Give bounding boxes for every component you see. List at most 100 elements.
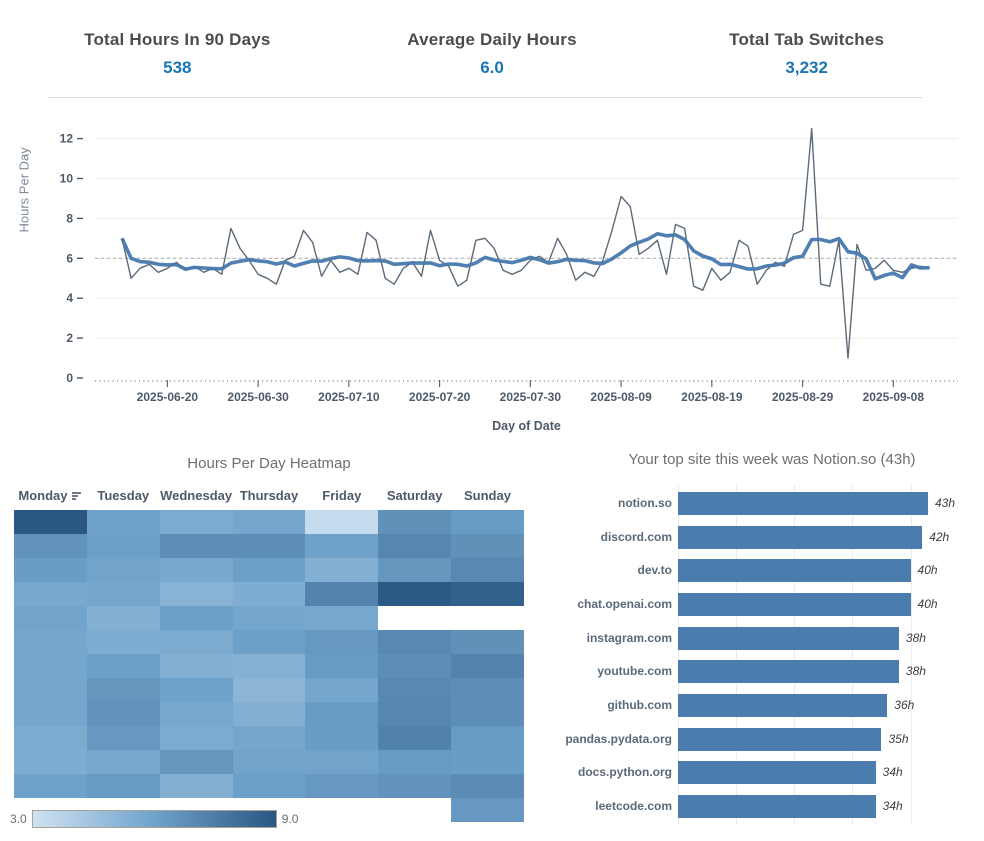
line-chart-plot[interactable]: 0 2 4 6 8 10 12 2025-06-20 2025-06-30 2025-07-10 2… [0,105,984,440]
heatmap-cell[interactable] [305,654,379,678]
moving-average-line[interactable] [120,232,930,281]
heatmap-cell[interactable] [305,678,379,702]
heatmap-cell[interactable] [14,582,87,606]
heatmap-column-header-friday[interactable]: Friday [305,488,378,503]
bar[interactable] [678,525,923,549]
bar[interactable] [678,761,876,785]
heatmap-cell[interactable] [378,702,452,726]
heatmap-cell[interactable] [305,726,379,750]
heatmap-cell[interactable] [232,582,306,606]
heatmap-cell[interactable] [86,702,160,726]
heatmap-cell[interactable] [305,702,379,726]
bar[interactable] [678,559,911,583]
heatmap-cell[interactable] [451,582,524,606]
heatmap-cell[interactable] [159,630,233,654]
bar[interactable] [678,693,888,717]
bar[interactable] [678,592,911,616]
heatmap-cell[interactable] [378,750,452,774]
heatmap-cell[interactable] [378,654,452,678]
heatmap-cell[interactable] [159,558,233,582]
heatmap-cell[interactable] [159,510,233,534]
heatmap-cell[interactable] [86,774,160,798]
heatmap-cell[interactable] [14,774,87,798]
heatmap-cell[interactable] [14,750,87,774]
heatmap-cell[interactable] [305,750,379,774]
heatmap-cell[interactable] [86,678,160,702]
heatmap-cell[interactable] [86,726,160,750]
heatmap-cell[interactable] [232,726,306,750]
heatmap-column-header-saturday[interactable]: Saturday [378,488,451,503]
bar[interactable] [678,626,899,650]
heatmap-cell[interactable] [14,534,87,558]
heatmap-cell[interactable] [378,726,452,750]
heatmap-cell[interactable] [305,630,379,654]
heatmap-cell[interactable] [159,702,233,726]
heatmap-cell[interactable] [232,750,306,774]
heatmap-cell[interactable] [14,606,87,630]
daily-hours-line[interactable] [121,127,930,359]
heatmap-cell[interactable] [159,582,233,606]
heatmap-cell[interactable] [451,630,524,654]
heatmap-cell[interactable] [232,510,306,534]
heatmap-cell[interactable] [14,510,87,534]
heatmap-cell[interactable] [86,558,160,582]
heatmap-cell[interactable] [305,558,379,582]
heatmap-column-header-sunday[interactable]: Sunday [451,488,524,503]
heatmap-cell[interactable] [14,678,87,702]
heatmap-cell[interactable] [305,534,379,558]
heatmap-cell[interactable] [451,510,524,534]
daily-hours-line-chart[interactable]: 0 2 4 6 8 10 12 2025-06-20 2025-06-30 2025-07-10 2… [0,105,984,440]
heatmap-cell[interactable] [159,774,233,798]
heatmap-column-header-tuesday[interactable]: Tuesday [87,488,160,503]
heatmap-cell[interactable] [14,630,87,654]
heatmap-cell[interactable] [451,558,524,582]
heatmap-cell[interactable] [451,654,524,678]
heatmap-cell[interactable] [451,798,524,822]
heatmap-cell[interactable] [232,606,306,630]
heatmap-cell[interactable] [86,630,160,654]
heatmap-cell[interactable] [86,750,160,774]
heatmap-cell[interactable] [305,606,379,630]
bar[interactable] [678,727,882,751]
heatmap-cell[interactable] [159,534,233,558]
heatmap-cell[interactable] [86,534,160,558]
heatmap-cell[interactable] [159,678,233,702]
heatmap-cell[interactable] [451,702,524,726]
heatmap-cell[interactable] [451,750,524,774]
heatmap-cell[interactable] [159,654,233,678]
heatmap-cell[interactable] [305,582,379,606]
heatmap-cell[interactable] [232,630,306,654]
heatmap-cell[interactable] [232,678,306,702]
heatmap-cell[interactable] [86,510,160,534]
heatmap-column-header-thursday[interactable]: Thursday [233,488,306,503]
heatmap-cell[interactable] [232,702,306,726]
bar[interactable] [678,492,928,515]
heatmap-cell[interactable] [159,750,233,774]
heatmap-cell[interactable] [378,630,452,654]
bar[interactable] [678,794,876,818]
bar[interactable] [678,660,899,684]
heatmap-cell[interactable] [451,534,524,558]
heatmap-cell[interactable] [232,534,306,558]
heatmap-cell[interactable] [14,654,87,678]
heatmap-cell[interactable] [86,606,160,630]
heatmap-cell[interactable] [451,678,524,702]
heatmap-cell[interactable] [305,774,379,798]
heatmap-cell[interactable] [451,774,524,798]
heatmap-cell[interactable] [86,654,160,678]
heatmap-cell[interactable] [232,654,306,678]
heatmap-column-header-wednesday[interactable]: Wednesday [160,488,233,503]
heatmap-cell[interactable] [86,582,160,606]
heatmap-cell[interactable] [159,606,233,630]
heatmap-cell[interactable] [378,582,452,606]
heatmap-cell[interactable] [378,510,452,534]
heatmap-cell[interactable] [451,726,524,750]
heatmap-cell[interactable] [159,726,233,750]
heatmap-cell[interactable] [305,510,379,534]
heatmap-cell[interactable] [14,702,87,726]
heatmap-cell[interactable] [14,726,87,750]
sort-descending-icon[interactable] [71,491,82,501]
heatmap-cell[interactable] [378,774,452,798]
heatmap-cell[interactable] [378,558,452,582]
heatmap-cell[interactable] [378,678,452,702]
